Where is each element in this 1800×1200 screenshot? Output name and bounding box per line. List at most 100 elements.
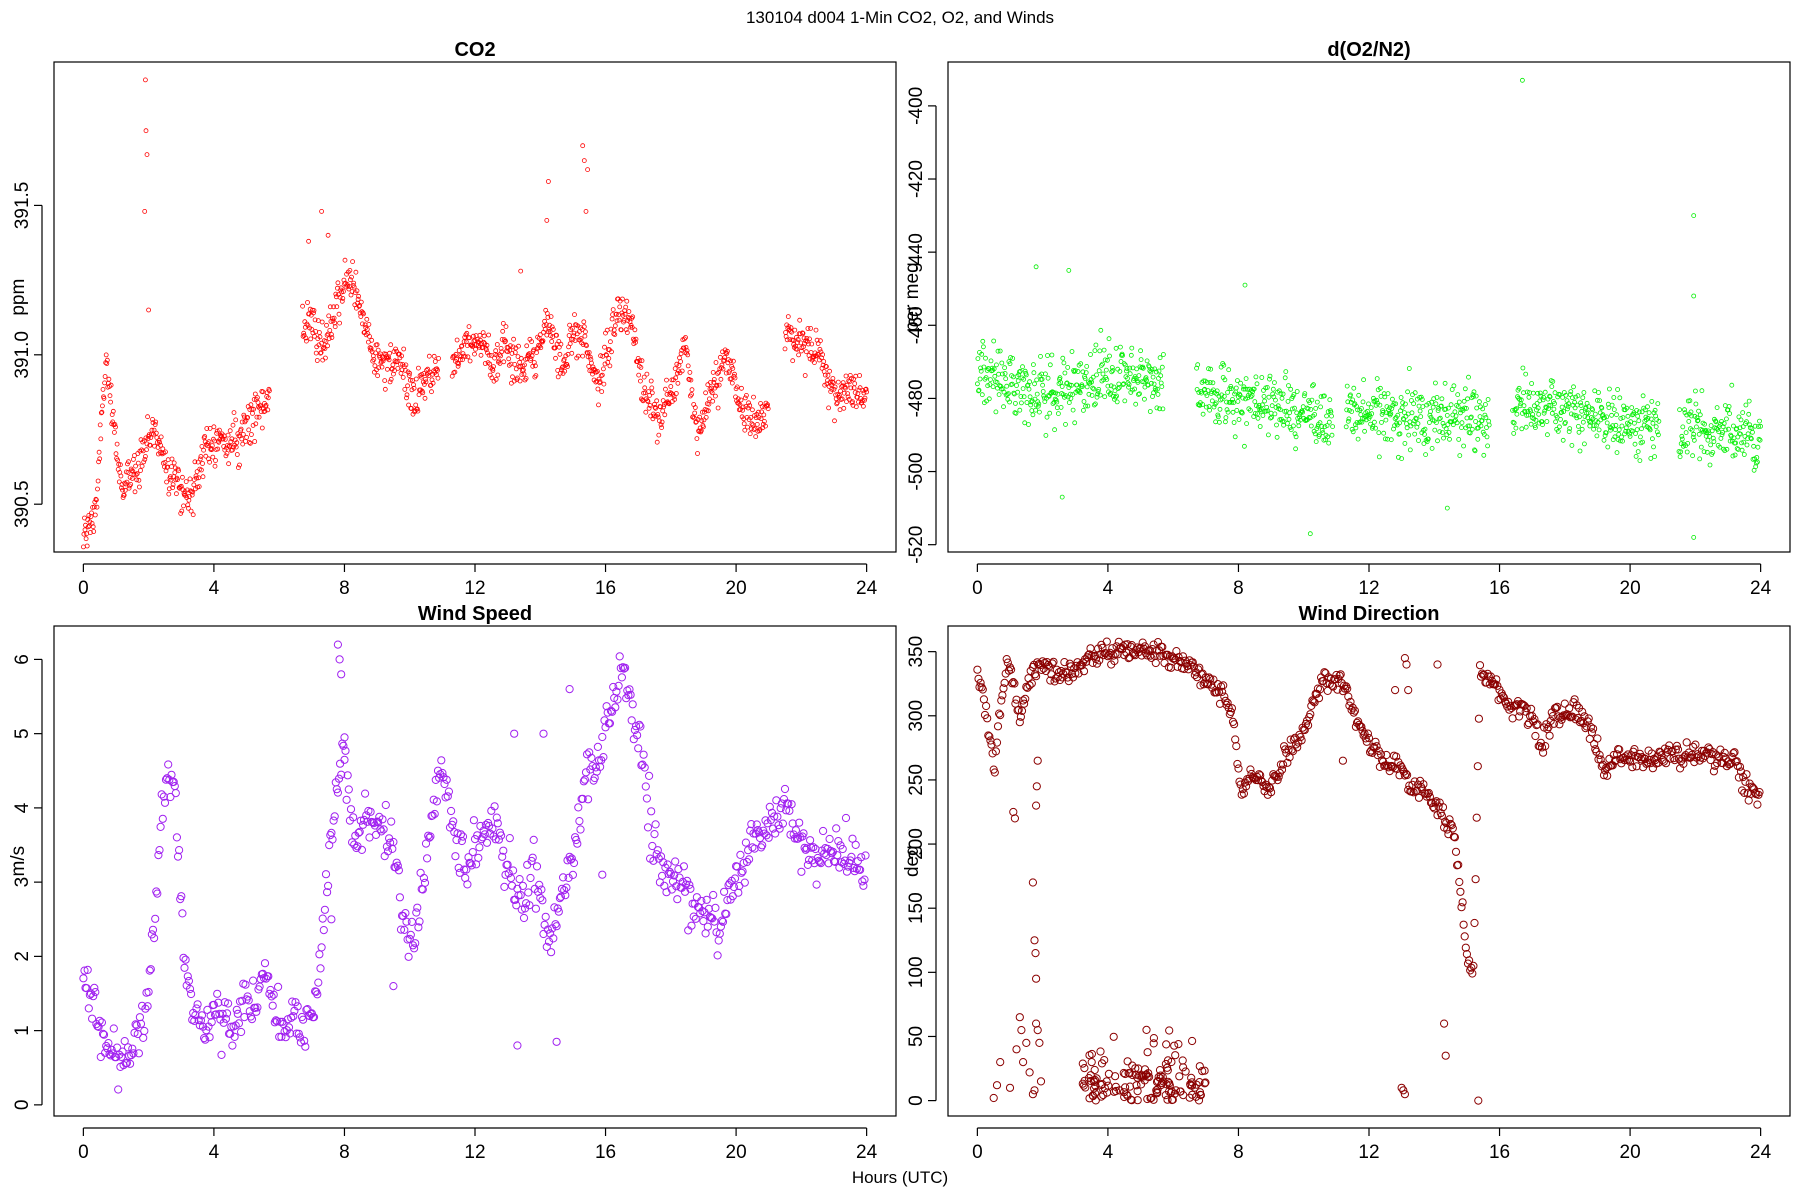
data-point bbox=[1102, 1077, 1111, 1086]
data-point bbox=[663, 860, 672, 869]
data-point bbox=[1615, 745, 1624, 754]
data-point bbox=[1569, 442, 1575, 448]
data-point bbox=[1311, 428, 1317, 434]
data-point bbox=[1532, 721, 1541, 730]
data-point bbox=[390, 362, 396, 368]
data-point bbox=[198, 467, 204, 473]
data-point bbox=[1124, 368, 1129, 374]
x-tick-label: 24 bbox=[856, 578, 878, 599]
data-point bbox=[1081, 407, 1086, 413]
data-point bbox=[770, 812, 779, 821]
data-point bbox=[80, 966, 89, 975]
data-point bbox=[1106, 336, 1112, 342]
data-point bbox=[1201, 1078, 1210, 1087]
data-point bbox=[1390, 396, 1395, 402]
data-point bbox=[1480, 406, 1486, 412]
data-point bbox=[528, 853, 537, 862]
data-point bbox=[1590, 407, 1595, 413]
data-point bbox=[575, 353, 581, 359]
data-point bbox=[992, 1081, 1002, 1090]
data-point bbox=[1157, 406, 1162, 412]
data-point bbox=[1435, 438, 1440, 444]
data-point bbox=[1374, 397, 1379, 403]
data-point bbox=[552, 922, 561, 931]
data-point bbox=[1439, 396, 1445, 402]
data-point bbox=[352, 843, 361, 853]
data-point bbox=[1150, 394, 1155, 399]
data-point bbox=[402, 386, 408, 392]
data-point bbox=[1306, 710, 1315, 719]
data-point bbox=[214, 998, 223, 1007]
data-point bbox=[1015, 378, 1021, 384]
data-point bbox=[289, 1012, 298, 1021]
data-point bbox=[1474, 714, 1484, 723]
data-point bbox=[170, 485, 176, 491]
data-point bbox=[1266, 394, 1272, 400]
data-point bbox=[361, 311, 366, 317]
data-point bbox=[1618, 415, 1624, 421]
data-point bbox=[1559, 409, 1564, 415]
data-point bbox=[1063, 421, 1068, 427]
data-point bbox=[1741, 777, 1750, 786]
data-point bbox=[639, 750, 648, 759]
data-point bbox=[803, 349, 809, 355]
data-point bbox=[1729, 382, 1735, 388]
data-point bbox=[1242, 282, 1248, 288]
data-point bbox=[426, 353, 432, 359]
data-point bbox=[567, 341, 573, 347]
data-point bbox=[316, 330, 322, 335]
data-point bbox=[409, 378, 415, 383]
data-point bbox=[757, 843, 766, 852]
data-point bbox=[1459, 420, 1465, 426]
data-point bbox=[96, 459, 101, 465]
data-point bbox=[200, 474, 206, 480]
data-point bbox=[1670, 756, 1679, 765]
data-point bbox=[142, 454, 148, 459]
y-tick-label: 5 bbox=[12, 728, 33, 739]
data-point bbox=[152, 422, 158, 427]
data-point bbox=[990, 384, 996, 390]
data-point bbox=[1724, 446, 1730, 452]
data-point bbox=[1095, 656, 1104, 665]
data-point bbox=[1741, 452, 1747, 457]
data-point bbox=[1014, 383, 1019, 388]
data-point bbox=[262, 408, 268, 414]
data-point bbox=[1483, 415, 1489, 420]
data-point bbox=[107, 393, 113, 399]
data-point bbox=[1720, 748, 1729, 758]
data-point bbox=[987, 382, 993, 388]
data-point bbox=[1274, 422, 1279, 428]
data-point bbox=[101, 395, 107, 401]
data-point bbox=[158, 434, 164, 440]
data-point bbox=[88, 1014, 97, 1023]
data-point bbox=[1201, 673, 1210, 682]
data-point bbox=[703, 414, 709, 420]
data-point bbox=[492, 813, 501, 822]
data-point bbox=[1093, 401, 1098, 407]
data-point bbox=[613, 695, 622, 704]
data-point bbox=[562, 368, 568, 374]
data-point bbox=[1469, 961, 1478, 971]
data-point bbox=[1570, 395, 1575, 401]
data-point bbox=[1484, 434, 1490, 440]
data-point bbox=[547, 948, 556, 957]
data-point bbox=[184, 487, 190, 493]
data-point bbox=[337, 320, 343, 326]
data-point bbox=[1738, 417, 1744, 423]
data-point bbox=[718, 376, 724, 382]
data-point bbox=[455, 363, 461, 369]
data-point bbox=[1362, 428, 1367, 434]
data-point bbox=[728, 358, 733, 364]
data-point bbox=[1747, 782, 1757, 791]
data-point bbox=[1426, 400, 1432, 406]
data-point bbox=[1610, 423, 1616, 429]
data-point bbox=[1131, 1064, 1140, 1073]
data-point bbox=[1544, 419, 1550, 424]
data-point bbox=[1609, 412, 1614, 418]
data-point bbox=[691, 914, 700, 923]
data-point bbox=[647, 392, 652, 398]
data-point bbox=[838, 844, 847, 854]
data-point bbox=[1344, 692, 1353, 701]
data-point bbox=[548, 314, 554, 320]
data-point bbox=[745, 424, 750, 430]
